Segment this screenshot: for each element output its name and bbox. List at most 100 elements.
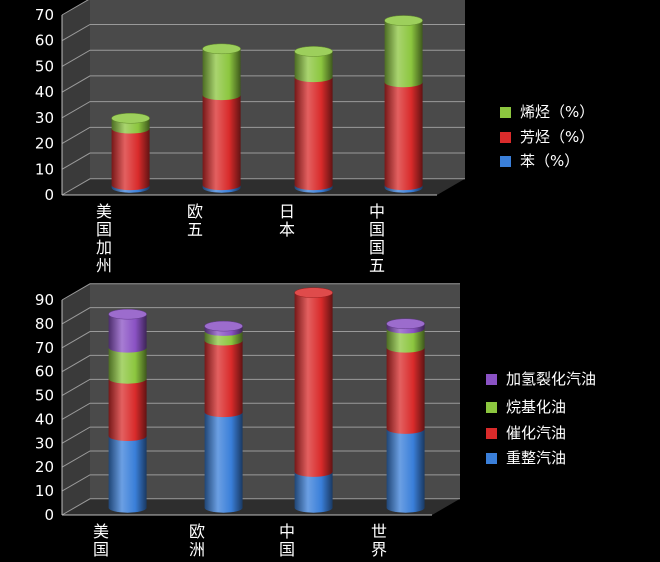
bar-segment	[108, 314, 147, 353]
bar-segment	[384, 82, 423, 191]
category-label: 美国	[93, 522, 109, 559]
bar-stack	[294, 46, 333, 193]
gridline	[61, 331, 460, 349]
aromatics-olefins-chart: 0 10 20 30 40 50 60 70 美国加州 欧五 日本 中国国五 烯烃（%） 芳烃（%） 苯（%…	[35, 0, 594, 275]
y-tick-label: 20	[35, 135, 54, 153]
bar-stack	[204, 320, 243, 513]
bar-stack	[386, 318, 425, 513]
legend-swatch	[486, 428, 497, 439]
category-label: 欧洲	[189, 522, 205, 559]
gridline	[61, 152, 465, 170]
gridline	[61, 49, 465, 67]
bar-segment	[108, 347, 147, 384]
legend-label: 加氢裂化汽油	[506, 370, 596, 388]
category-label: 欧五	[187, 202, 203, 239]
bar-top-cap	[204, 320, 243, 332]
y-tick-label: 60	[35, 363, 54, 381]
bar-segment	[204, 340, 243, 418]
gridline	[61, 126, 465, 145]
plot-floor	[62, 178, 465, 195]
y-tick-label: 80	[35, 315, 54, 333]
plot-side-wall	[62, 283, 90, 515]
y-tick-label: 0	[44, 506, 54, 524]
plot-side-wall	[62, 0, 90, 195]
bar-top-cap	[111, 113, 150, 124]
gridline	[61, 0, 89, 16]
legend-label: 烷基化油	[506, 398, 566, 416]
y-tick-label: 50	[35, 57, 54, 75]
bar-top-cap	[108, 308, 147, 320]
legend-swatch	[500, 132, 511, 143]
y-tick-label: 70	[35, 339, 54, 357]
plot-back-wall	[90, 283, 460, 499]
bar-segment	[384, 20, 423, 88]
gridline	[61, 75, 465, 93]
category-label: 日本	[279, 202, 295, 239]
legend-swatch	[500, 156, 511, 167]
bar-segment	[108, 378, 147, 442]
gridline	[61, 426, 460, 444]
bar-segment	[111, 128, 150, 191]
bar-stack	[384, 15, 423, 193]
legend-swatch	[486, 402, 497, 413]
bar-segment	[294, 77, 333, 191]
legend-label: 苯（%）	[520, 152, 579, 170]
bar-segment	[202, 95, 241, 191]
gridline	[61, 402, 460, 420]
gridline	[61, 283, 460, 301]
y-tick-label: 30	[35, 434, 54, 452]
plot-floor	[62, 498, 460, 515]
y-tick-label: 70	[35, 6, 54, 24]
gridline	[61, 354, 460, 373]
gridline	[61, 498, 460, 516]
y-tick-label: 40	[35, 410, 54, 428]
bar-top-cap	[386, 318, 425, 329]
bar-top-cap	[294, 287, 333, 298]
gridline	[61, 307, 460, 325]
y-tick-label: 30	[35, 109, 54, 127]
bar-segment	[386, 328, 425, 353]
gridline	[61, 178, 465, 196]
legend-label: 催化汽油	[506, 424, 566, 442]
legend-swatch	[486, 453, 497, 464]
legend-swatch	[486, 374, 497, 385]
gridline	[61, 23, 465, 42]
y-tick-label: 60	[35, 32, 54, 50]
legend-label: 烯烃（%）	[520, 103, 594, 121]
category-label: 中国	[279, 522, 295, 559]
bar-segment	[386, 347, 425, 434]
gasoline-composition-chart: 0 10 20 30 40 50 60 70 80 90 美国 欧洲 中国 世界 加氢裂化汽油烷基化油催化汽…	[35, 283, 596, 559]
bar-stack	[111, 113, 150, 193]
plot-back-wall	[90, 0, 465, 179]
bar-top-cap	[384, 15, 423, 26]
bar-segment	[204, 412, 243, 513]
gridline	[61, 101, 465, 119]
bar-segment	[294, 292, 333, 477]
bar-top-cap	[202, 43, 241, 55]
category-label: 中国国五	[369, 202, 385, 275]
legend-label: 重整汽油	[506, 449, 566, 467]
y-tick-label: 10	[35, 482, 54, 500]
gridline	[61, 450, 460, 468]
bar-segment	[386, 428, 425, 513]
gridline	[61, 378, 460, 396]
category-label: 美国加州	[96, 202, 112, 275]
y-tick-label: 0	[44, 186, 54, 204]
legend-swatch	[500, 107, 511, 118]
category-label: 世界	[371, 522, 387, 559]
gridline	[61, 474, 460, 492]
bar-stack	[108, 308, 147, 513]
y-tick-label: 40	[35, 83, 54, 101]
bar-stack	[202, 43, 241, 193]
legend-label: 芳烃（%）	[520, 128, 594, 146]
bar-segment	[294, 51, 333, 83]
bar-segment	[202, 48, 241, 101]
y-tick-label: 10	[35, 160, 54, 178]
bar-segment	[108, 436, 147, 513]
y-tick-label: 50	[35, 387, 54, 405]
bar-top-cap	[294, 46, 333, 57]
bar-stack	[294, 287, 333, 513]
y-tick-label: 20	[35, 458, 54, 476]
bar-segment	[294, 471, 333, 513]
